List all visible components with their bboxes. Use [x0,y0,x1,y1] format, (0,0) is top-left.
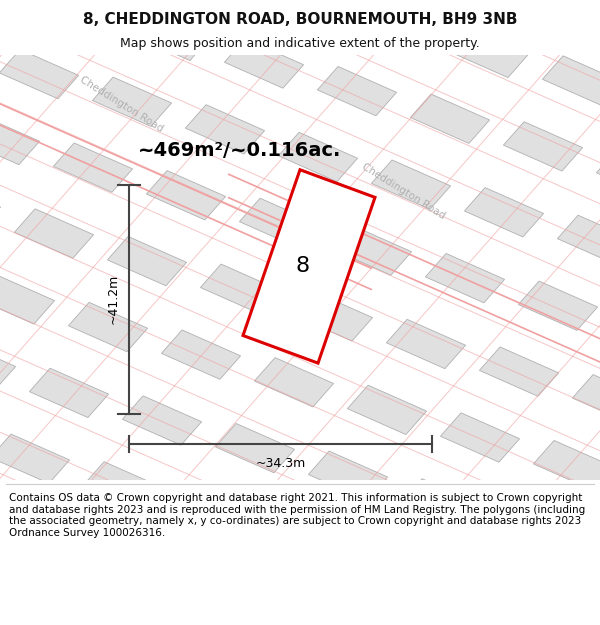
Polygon shape [243,170,375,363]
Text: 8, CHEDDINGTON ROAD, BOURNEMOUTH, BH9 3NB: 8, CHEDDINGTON ROAD, BOURNEMOUTH, BH9 3N… [83,12,517,27]
Polygon shape [269,517,349,566]
Polygon shape [386,319,466,369]
Polygon shape [161,330,241,379]
Polygon shape [464,188,544,237]
Polygon shape [122,396,202,445]
Polygon shape [215,424,295,472]
Polygon shape [176,489,256,539]
Polygon shape [107,236,187,286]
Polygon shape [0,116,40,164]
Polygon shape [332,226,412,275]
Polygon shape [596,149,600,199]
Polygon shape [239,198,319,248]
Polygon shape [479,347,559,396]
Polygon shape [0,275,55,324]
Polygon shape [401,479,481,528]
Polygon shape [83,462,163,511]
Polygon shape [542,56,600,105]
Polygon shape [425,254,505,302]
Polygon shape [29,368,109,418]
Polygon shape [503,122,583,171]
Polygon shape [557,215,600,264]
Text: Map shows position and indicative extent of the property.: Map shows position and indicative extent… [120,38,480,51]
Polygon shape [308,451,388,501]
Polygon shape [533,441,600,490]
Polygon shape [53,143,133,192]
Polygon shape [347,385,427,434]
Polygon shape [0,49,79,99]
Polygon shape [263,0,343,22]
Polygon shape [518,281,598,331]
Polygon shape [14,209,94,258]
Polygon shape [92,77,172,126]
Text: Cheddington Road: Cheddington Road [360,161,447,221]
Polygon shape [581,0,600,39]
Text: 8: 8 [296,256,310,276]
Text: ~469m²/~0.116ac.: ~469m²/~0.116ac. [138,141,341,160]
Polygon shape [224,39,304,88]
Polygon shape [38,0,118,33]
Polygon shape [494,506,574,556]
Polygon shape [0,500,31,549]
Polygon shape [254,357,334,407]
Polygon shape [200,264,280,313]
Polygon shape [449,28,529,78]
Text: Contains OS data © Crown copyright and database right 2021. This information is : Contains OS data © Crown copyright and d… [9,493,585,538]
Polygon shape [131,11,211,61]
Polygon shape [317,66,397,116]
Polygon shape [410,94,490,143]
Polygon shape [356,1,436,50]
Text: ~41.2m: ~41.2m [107,274,120,324]
Polygon shape [278,132,358,182]
Polygon shape [572,374,600,424]
Polygon shape [0,341,16,390]
Polygon shape [371,160,451,209]
Text: ~34.3m: ~34.3m [256,457,305,469]
Polygon shape [185,105,265,154]
Polygon shape [440,413,520,462]
Polygon shape [293,292,373,341]
Polygon shape [146,171,226,220]
Polygon shape [68,302,148,352]
Polygon shape [0,434,70,483]
Text: Cheddington Road: Cheddington Road [78,74,165,134]
